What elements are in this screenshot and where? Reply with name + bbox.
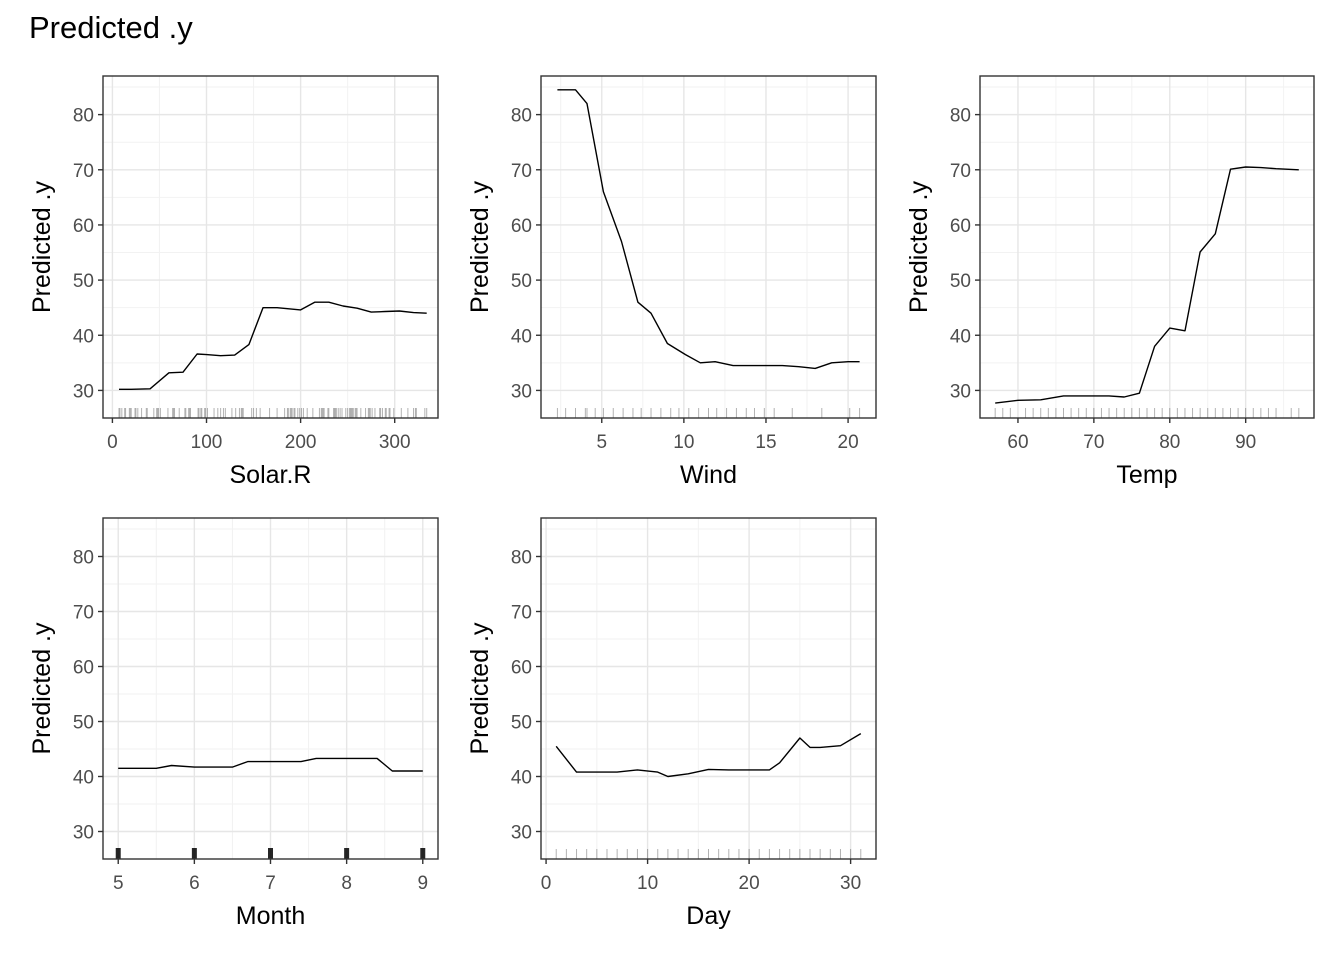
- y-tick-label: 50: [511, 713, 532, 734]
- y-tick-label: 40: [511, 326, 532, 347]
- x-tick-label: 300: [379, 432, 411, 453]
- y-tick-label: 30: [73, 381, 94, 402]
- y-tick-label: 70: [950, 161, 971, 182]
- y-tick-label: 50: [73, 713, 94, 734]
- y-tick-label: 80: [511, 548, 532, 569]
- panel-temp: 30 40 50 60 70 80 60 70 80 90 Temp Predicted .y: [905, 75, 1315, 489]
- panel-border: [540, 75, 877, 419]
- data-line-day: [555, 732, 862, 778]
- panel-month: 30 40 50 60 70 80 5 6 7 8 9 Month Predicted .y: [28, 517, 439, 930]
- x-tick-label: 0: [107, 432, 118, 453]
- panel-border: [102, 75, 439, 419]
- y-tick-label: 40: [73, 768, 94, 789]
- y-tick-label: 30: [950, 381, 971, 402]
- panel-wind: 30 40 50 60 70 80 5 10 15 20 Wind Predicted .y: [466, 75, 877, 489]
- y-axis-label: Predicted .y: [905, 181, 933, 314]
- y-tick-label: 50: [73, 271, 94, 292]
- x-tick-label: 5: [113, 873, 124, 894]
- y-tick-label: 50: [511, 271, 532, 292]
- y-tick-label: 30: [511, 381, 532, 402]
- panel-border: [540, 517, 877, 860]
- y-tick-label: 40: [73, 326, 94, 347]
- y-tick-label: 60: [511, 658, 532, 679]
- y-tick-label: 80: [73, 106, 94, 127]
- y-tick-label: 80: [511, 106, 532, 127]
- y-tick-label: 60: [950, 216, 971, 237]
- y-tick-label: 60: [511, 216, 532, 237]
- data-line-wind: [557, 89, 860, 370]
- y-axis-label: Predicted .y: [466, 622, 494, 755]
- panel-solar-r: 30 40 50 60 70 80 0 100 200 300 Solar.R Predicted .…: [28, 75, 439, 489]
- x-axis-label: Month: [236, 902, 305, 930]
- x-tick-label: 60: [1007, 432, 1028, 453]
- x-tick-label: 20: [739, 873, 760, 894]
- y-tick-label: 40: [950, 326, 971, 347]
- data-line-month: [118, 757, 423, 772]
- panel-background: [541, 76, 876, 418]
- y-tick-label: 70: [511, 603, 532, 624]
- x-tick-label: 30: [840, 873, 861, 894]
- x-tick-label: 100: [191, 432, 223, 453]
- x-tick-label: 9: [417, 873, 428, 894]
- y-axis-label: Predicted .y: [28, 181, 56, 314]
- x-axis-label: Temp: [1116, 461, 1177, 489]
- x-tick-label: 0: [541, 873, 552, 894]
- x-tick-label: 10: [637, 873, 658, 894]
- x-axis-label: Solar.R: [230, 461, 312, 489]
- x-tick-label: 8: [341, 873, 352, 894]
- x-tick-label: 200: [285, 432, 317, 453]
- panel-day: 30 40 50 60 70 80 0 10 20 30 Day Predicted .y: [466, 517, 877, 930]
- y-tick-label: 70: [73, 161, 94, 182]
- y-tick-label: 70: [511, 161, 532, 182]
- y-tick-label: 80: [950, 106, 971, 127]
- figure-title: Predicted .y: [29, 10, 193, 45]
- x-tick-label: 7: [265, 873, 276, 894]
- y-tick-label: 50: [950, 271, 971, 292]
- x-tick-label: 5: [596, 432, 607, 453]
- y-tick-label: 30: [73, 823, 94, 844]
- panel-border: [979, 75, 1315, 419]
- y-tick-label: 40: [511, 768, 532, 789]
- y-axis-label: Predicted .y: [466, 181, 494, 314]
- panel-background: [103, 76, 438, 418]
- y-tick-label: 30: [511, 823, 532, 844]
- y-tick-label: 60: [73, 658, 94, 679]
- data-line-solar-r: [119, 301, 427, 390]
- y-axis-label: Predicted .y: [28, 622, 56, 755]
- x-tick-label: 10: [673, 432, 694, 453]
- x-tick-label: 90: [1235, 432, 1256, 453]
- x-tick-label: 70: [1083, 432, 1104, 453]
- x-axis-label: Wind: [680, 461, 737, 489]
- panel-background: [980, 76, 1314, 418]
- data-line-temp: [995, 166, 1299, 404]
- y-tick-label: 60: [73, 216, 94, 237]
- panel-background: [541, 518, 876, 859]
- x-tick-label: 6: [189, 873, 200, 894]
- x-axis-label: Day: [686, 902, 731, 930]
- x-tick-label: 20: [838, 432, 859, 453]
- x-tick-label: 80: [1159, 432, 1180, 453]
- x-tick-label: 15: [755, 432, 776, 453]
- y-tick-label: 70: [73, 603, 94, 624]
- y-tick-label: 80: [73, 548, 94, 569]
